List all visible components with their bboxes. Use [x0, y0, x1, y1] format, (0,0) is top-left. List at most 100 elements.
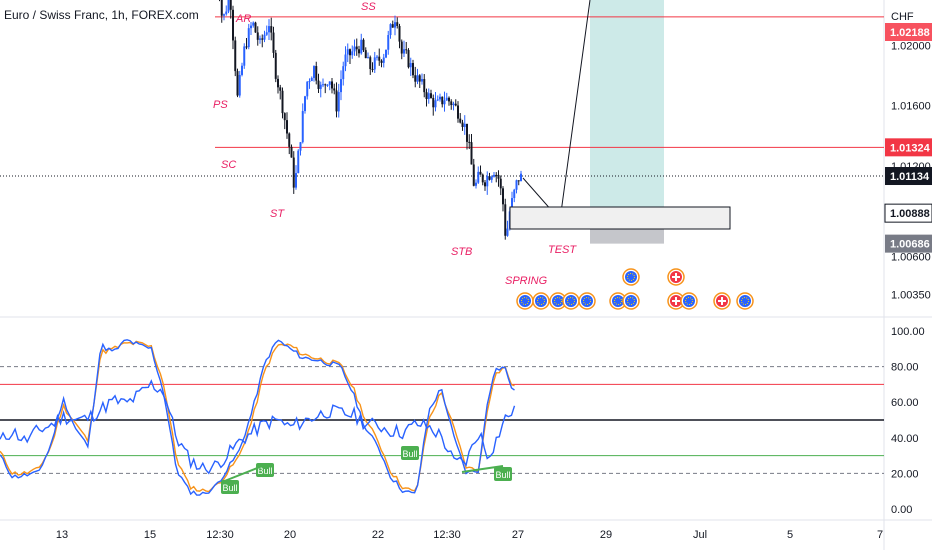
osc-tick: 0.00: [891, 504, 912, 516]
candle-body: [477, 171, 480, 183]
price-tag: [885, 138, 932, 157]
candle-body: [306, 81, 309, 97]
event-fill: [683, 295, 695, 307]
candle-body: [333, 88, 336, 91]
event-fill: [565, 295, 577, 307]
candle-body: [488, 176, 491, 180]
candle-body: [515, 180, 518, 190]
candle-body: [472, 164, 475, 186]
event-fill: [581, 295, 593, 307]
candle-body: [418, 75, 421, 82]
wyckoff-label-test: TEST: [548, 244, 577, 256]
bull-badge-label: Bull: [257, 466, 272, 476]
osc-tick: 100.00: [891, 326, 925, 338]
stars-ring: [567, 297, 575, 305]
candle-body: [484, 182, 486, 187]
candle-body: [344, 54, 347, 67]
stoch-k-line: [0, 339, 515, 496]
candle-body: [263, 34, 266, 40]
candle-body: [362, 39, 365, 51]
candle-body: [286, 120, 288, 134]
event-markers[interactable]: [516, 268, 754, 310]
candle-body: [436, 99, 439, 101]
wyckoff-label-ss: SS: [361, 1, 376, 13]
candle-body: [241, 65, 243, 75]
candle-body: [450, 101, 453, 106]
candle-body: [364, 50, 367, 59]
candle-body: [270, 26, 273, 33]
candle-body: [497, 174, 500, 179]
bull-badges: Bull Bull Bull Bull: [221, 446, 512, 494]
time-tick: 20: [284, 529, 296, 541]
bull-badge-label: Bull: [222, 483, 237, 493]
candle-body: [400, 41, 403, 54]
candle-body: [349, 49, 351, 56]
candle-body: [337, 92, 340, 112]
candle-body: [468, 141, 471, 143]
candle-body: [481, 174, 484, 183]
candle-body: [486, 176, 489, 187]
stars-ring: [583, 297, 591, 305]
candle-body: [304, 96, 306, 112]
event-fill: [612, 295, 624, 307]
candle-body: [396, 22, 399, 26]
trend-drawings[interactable]: [509, 0, 731, 230]
cross-h: [672, 276, 680, 278]
stars-ring: [521, 297, 529, 305]
time-tick: 22: [372, 529, 384, 541]
price-tag-label: 1.00888: [890, 208, 930, 220]
price-tag-label: 1.02188: [890, 27, 930, 39]
bull-div-2: [461, 465, 504, 473]
time-axis[interactable]: 13 15 12:30 20 22 12:30 27 29 Jul 5 7: [56, 529, 883, 541]
price-tag-label: 1.01134: [890, 171, 930, 183]
price-tag-label: 1.01324: [890, 142, 931, 154]
candle-body: [470, 142, 473, 165]
candle-body: [243, 46, 246, 66]
candle-body: [297, 150, 300, 174]
price-levels: [0, 16, 884, 177]
candle-body: [423, 79, 426, 93]
wyckoff-label-ar: AR: [235, 13, 251, 25]
candle-body: [342, 66, 345, 80]
candle-body: [340, 79, 342, 93]
wyckoff-label-sc: SC: [221, 159, 236, 171]
osc-tick: 60.00: [891, 397, 919, 409]
candle-body: [466, 123, 468, 142]
wyckoff-label-spring: SPRING: [505, 275, 548, 287]
candle-body: [268, 26, 270, 33]
stars-ring: [741, 297, 749, 305]
candle-body: [324, 84, 327, 86]
candle-body: [346, 49, 349, 55]
price-axis[interactable]: CHF1.020001.016001.012001.006001.003501.…: [884, 11, 932, 301]
bull-badge: [494, 467, 512, 481]
price-tag: [885, 167, 932, 186]
candle-body: [308, 81, 311, 83]
candle-body: [416, 75, 419, 82]
price-tag: [885, 234, 932, 253]
candle-body: [353, 46, 356, 52]
stars-ring: [627, 273, 635, 281]
candle-body: [511, 198, 513, 212]
stoch-d-line: [0, 340, 515, 493]
candle-body: [454, 103, 457, 106]
candle-body: [457, 105, 459, 119]
candle-body: [421, 79, 423, 82]
candle-body: [360, 39, 363, 54]
candle-body: [259, 38, 261, 40]
bull-div-1: [221, 464, 266, 483]
candle-body: [439, 96, 441, 100]
time-tick: 5: [787, 529, 793, 541]
candle-body: [495, 174, 498, 176]
candle-body: [378, 56, 381, 61]
candle-body: [254, 22, 257, 33]
candle-body: [331, 81, 333, 89]
candle-body: [292, 157, 295, 188]
osc-tick: 20.00: [891, 468, 919, 480]
candle-body: [250, 25, 252, 29]
candle-body: [326, 84, 329, 86]
osc-tick: 80.00: [891, 362, 919, 374]
osc-axis[interactable]: 100.00 80.00 60.00 40.00 20.00 0.00: [891, 326, 925, 516]
candle-body: [319, 84, 322, 89]
candle-body: [391, 24, 394, 28]
